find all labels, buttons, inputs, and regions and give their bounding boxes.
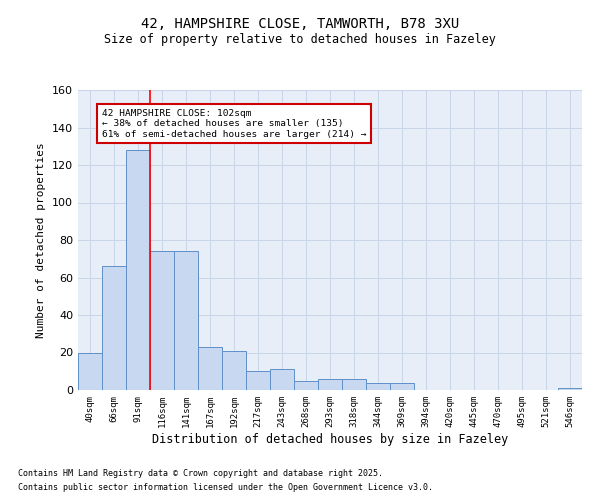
Bar — [270, 370, 294, 390]
Text: 42, HAMPSHIRE CLOSE, TAMWORTH, B78 3XU: 42, HAMPSHIRE CLOSE, TAMWORTH, B78 3XU — [141, 18, 459, 32]
X-axis label: Distribution of detached houses by size in Fazeley: Distribution of detached houses by size … — [152, 432, 508, 446]
Bar — [318, 379, 342, 390]
Bar — [102, 266, 126, 390]
Text: Size of property relative to detached houses in Fazeley: Size of property relative to detached ho… — [104, 32, 496, 46]
Bar — [222, 350, 246, 390]
Bar — [342, 379, 366, 390]
Bar — [174, 251, 198, 390]
Text: 42 HAMPSHIRE CLOSE: 102sqm
← 38% of detached houses are smaller (135)
61% of sem: 42 HAMPSHIRE CLOSE: 102sqm ← 38% of deta… — [102, 109, 367, 138]
Bar — [78, 352, 102, 390]
Bar — [558, 388, 582, 390]
Text: Contains public sector information licensed under the Open Government Licence v3: Contains public sector information licen… — [18, 484, 433, 492]
Bar — [246, 371, 270, 390]
Bar — [198, 347, 222, 390]
Bar — [126, 150, 150, 390]
Bar — [294, 380, 318, 390]
Bar — [390, 382, 414, 390]
Bar — [150, 251, 174, 390]
Bar — [366, 382, 390, 390]
Text: Contains HM Land Registry data © Crown copyright and database right 2025.: Contains HM Land Registry data © Crown c… — [18, 468, 383, 477]
Y-axis label: Number of detached properties: Number of detached properties — [37, 142, 46, 338]
